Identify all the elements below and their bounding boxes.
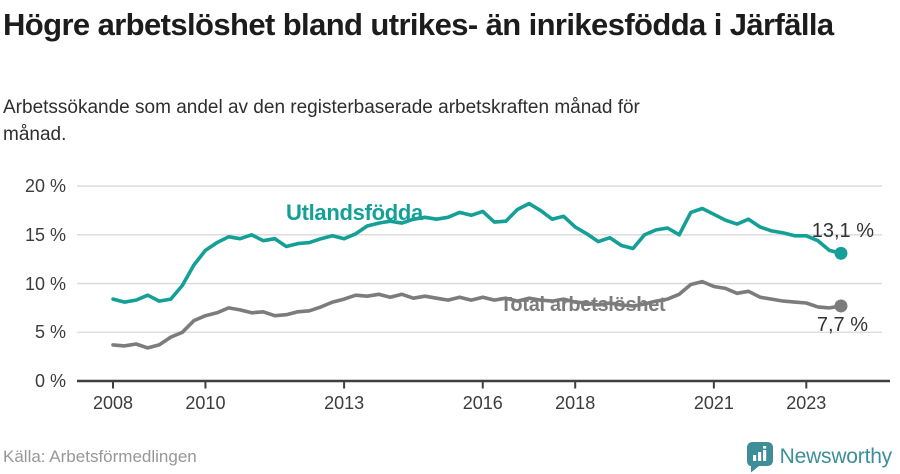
y-tick-label: 10 % xyxy=(24,273,66,294)
y-tick-label: 0 % xyxy=(34,371,66,391)
end-value-label-total: 7,7 % xyxy=(816,314,868,336)
chart-title: Högre arbetslöshet bland utrikes- än inr… xyxy=(3,7,834,42)
y-tick-label: 15 % xyxy=(24,224,66,245)
x-tick-label: 2023 xyxy=(786,393,827,413)
x-tick-label: 2010 xyxy=(185,393,226,413)
source-attribution: Källa: Arbetsförmedlingen xyxy=(3,447,197,466)
x-tick-label: 2021 xyxy=(693,393,734,413)
end-value-label-utlandsfodda: 13,1 % xyxy=(811,220,874,242)
y-tick-label: 5 % xyxy=(34,322,66,343)
chart-subtitle: Arbetssökande som andel av den registerb… xyxy=(3,97,640,145)
x-tick-label: 2013 xyxy=(324,393,365,413)
x-tick-label: 2016 xyxy=(462,393,503,413)
newsworthy-brand: Newsworthy xyxy=(746,441,893,472)
x-tick-label: 2008 xyxy=(92,393,134,413)
y-tick-label: 20 % xyxy=(24,176,66,197)
series-label-utlandsfodda: Utlandsfödda xyxy=(286,200,423,225)
x-tick-label: 2018 xyxy=(555,393,596,413)
newsworthy-logo-icon xyxy=(746,441,773,472)
newsworthy-brand-name: Newsworthy xyxy=(779,445,893,468)
series-label-total-arbetsloshet: Total arbetslöshet xyxy=(500,294,666,316)
